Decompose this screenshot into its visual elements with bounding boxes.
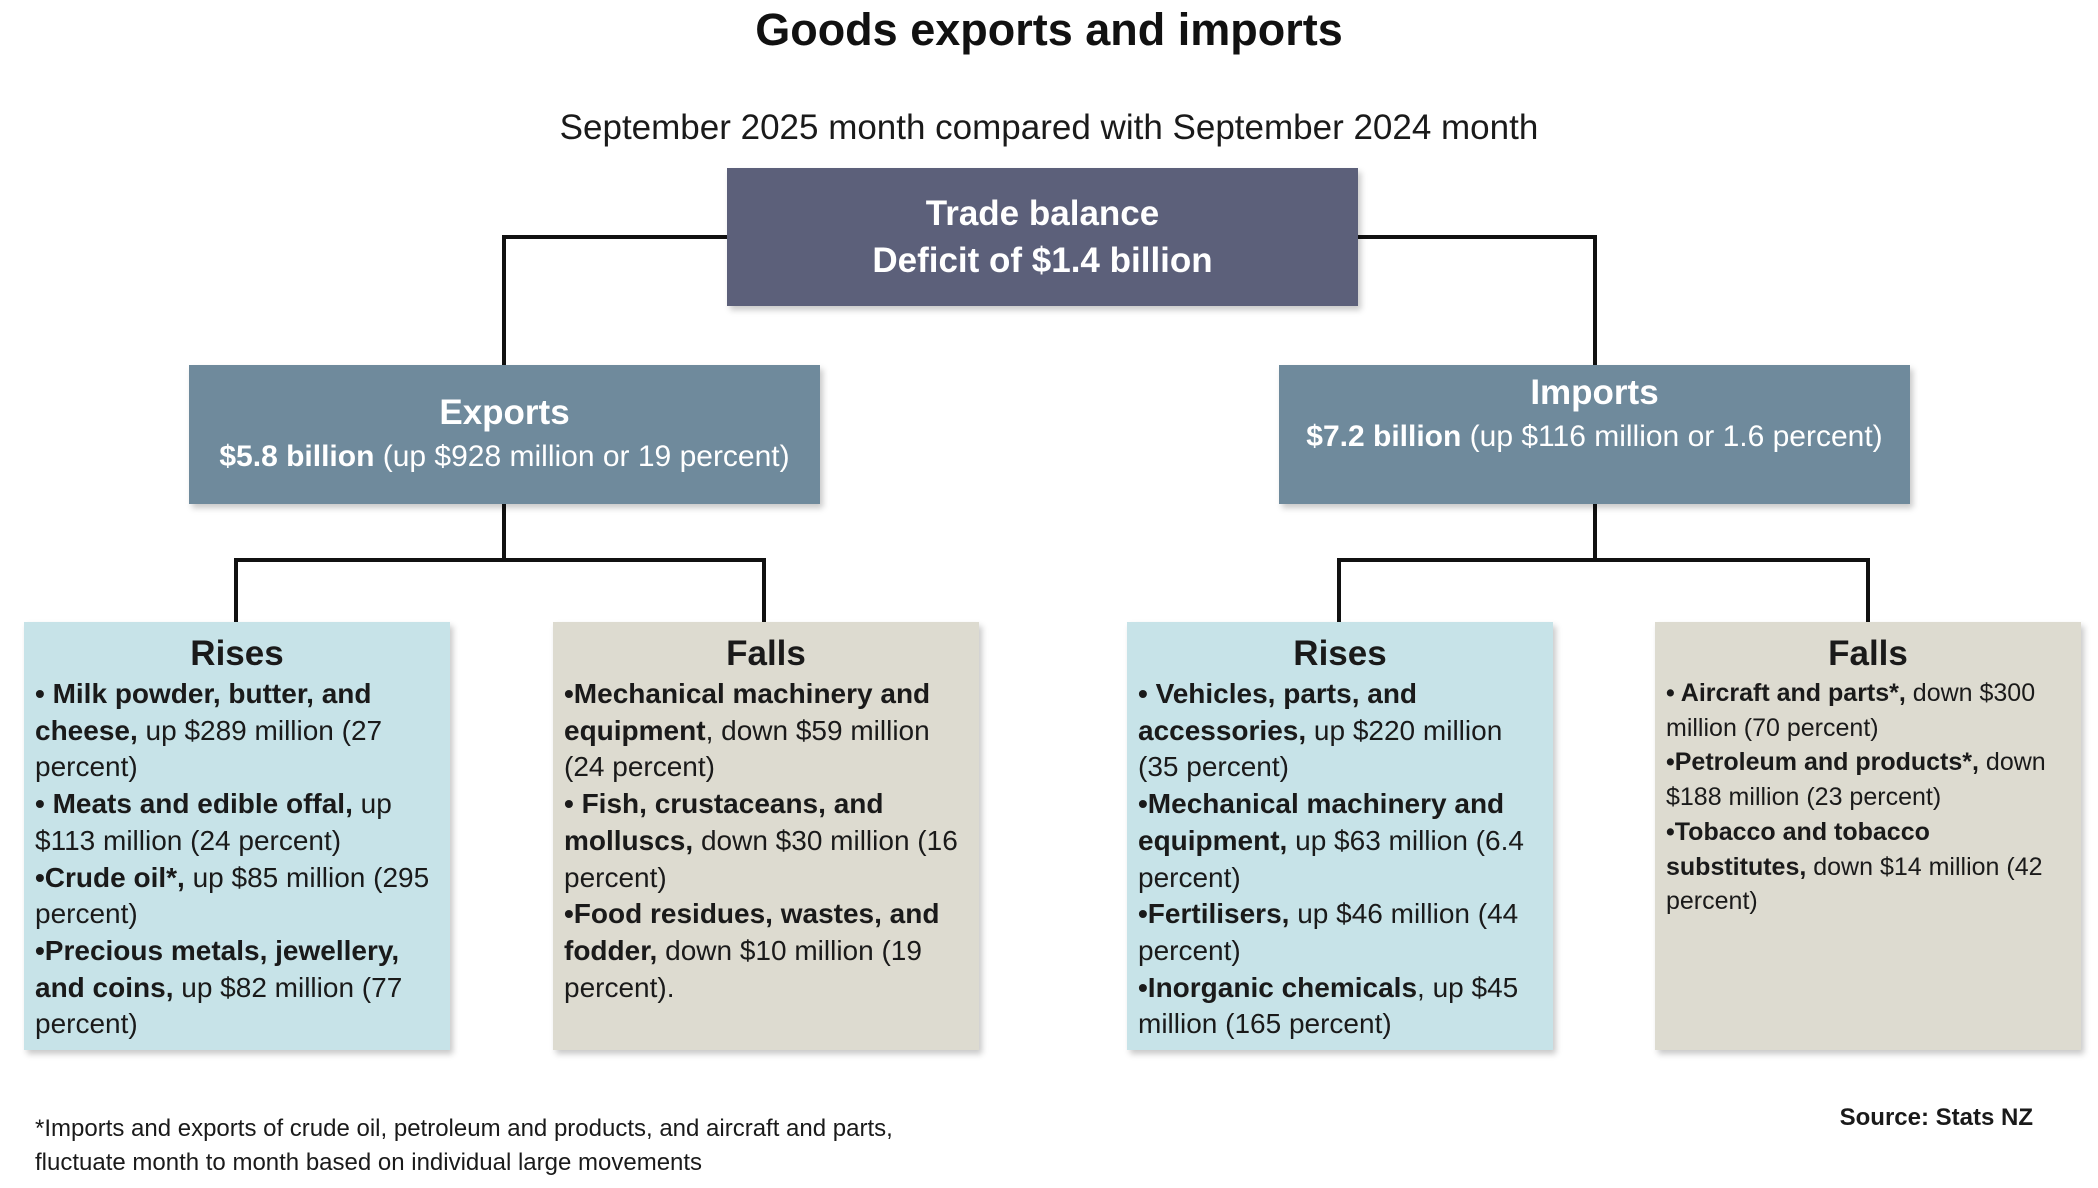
connector-exports-rises [234, 504, 506, 622]
imports-rises-heading: Rises [1293, 634, 1387, 673]
exports-amount: $5.8 billion [219, 440, 375, 473]
exports-rises-heading: Rises [190, 634, 284, 673]
imports-heading: Imports [1530, 373, 1659, 412]
item-detail: , down $59 million (24 percent) [564, 714, 930, 783]
list-item: • Milk powder, butter, and cheese, up $2… [35, 676, 439, 786]
list-item: •Crude oil*, up $85 million (295 percent… [35, 860, 439, 933]
list-item: • Aircraft and parts*, down $300 million… [1666, 676, 2070, 745]
item-name: • Vehicles, parts, and accessories, [1138, 678, 1418, 746]
list-item: • Fish, crustaceans, and molluscs, down … [564, 786, 968, 896]
imports-amount: $7.2 billion [1306, 420, 1462, 453]
imports-change: (up $116 million or 1.6 percent) [1461, 420, 1883, 453]
item-name: •Inorganic chemicals [1138, 971, 1418, 1003]
exports-heading: Exports [439, 393, 570, 432]
item-name: •Petroleum and products*, [1666, 748, 1979, 777]
item-detail: down $10 million (19 percent). [564, 934, 922, 1003]
list-item: •Inorganic chemicals, up $45 million (16… [1138, 970, 1542, 1043]
list-item: • Meats and edible offal, up $113 millio… [35, 786, 439, 859]
item-detail: , up $45 million (165 percent) [1138, 971, 1519, 1040]
footnote-line-1: *Imports and exports of crude oil, petro… [35, 1115, 893, 1142]
trade-balance-box: Trade balance Deficit of $1.4 billion [727, 168, 1358, 306]
list-item: •Petroleum and products*, down $188 mill… [1666, 745, 2070, 814]
trade-balance-value: Deficit of $1.4 billion [872, 241, 1213, 280]
item-name: • Fish, crustaceans, and molluscs, [564, 788, 884, 856]
imports-box: Imports $7.2 billion (up $116 million or… [1279, 365, 1910, 504]
exports-box: Exports $5.8 billion (up $928 million or… [189, 365, 820, 504]
item-name: •Mechanical machinery and equipment, [1138, 788, 1505, 856]
list-item: •Food residues, wastes, and fodder, down… [564, 896, 968, 1006]
exports-falls-heading: Falls [726, 634, 806, 673]
connector-balance-imports [1358, 235, 1597, 365]
exports-rises-box: Rises • Milk powder, butter, and cheese,… [24, 622, 450, 1050]
item-detail: up $289 million (27 percent) [35, 714, 383, 783]
imports-summary: $7.2 billion (up $116 million or 1.6 per… [1279, 416, 1910, 458]
item-detail: down $300 million (70 percent) [1666, 679, 2036, 742]
exports-change: (up $928 million or 19 percent) [374, 440, 790, 473]
item-name: • Aircraft and parts*, [1666, 679, 1906, 707]
page-title: Goods exports and imports [755, 4, 1343, 55]
connector-exports-falls [504, 558, 766, 622]
footnote-line-2: fluctuate month to month based on indivi… [35, 1149, 703, 1176]
item-name: •Mechanical machinery and equipment [564, 678, 931, 746]
imports-falls-box: Falls • Aircraft and parts*, down $300 m… [1655, 622, 2081, 1050]
item-name: • Milk powder, butter, and cheese, [35, 678, 372, 746]
imports-falls-heading: Falls [1828, 634, 1908, 673]
item-detail: down $14 million (42 percent) [1666, 852, 2043, 916]
item-detail: up $46 million (44 percent) [1138, 898, 1519, 966]
item-name: •Crude oil*, [35, 861, 185, 893]
list-item: •Mechanical machinery and equipment, up … [1138, 786, 1542, 896]
footnote: *Imports and exports of crude oil, petro… [35, 1112, 893, 1180]
item-name: •Precious metals, jewellery, and coins, [35, 934, 400, 1003]
item-name: •Fertilisers, [1138, 898, 1290, 930]
list-item: •Tobacco and tobacco substitutes, down $… [1666, 815, 2070, 919]
item-name: •Food residues, wastes, and fodder, [564, 898, 940, 966]
item-detail: up $220 million (35 percent) [1138, 714, 1503, 783]
connector-imports-falls [1595, 558, 1870, 622]
exports-falls-box: Falls •Mechanical machinery and equipmen… [553, 622, 979, 1050]
list-item: •Fertilisers, up $46 million (44 percent… [1138, 896, 1542, 969]
exports-summary: $5.8 billion (up $928 million or 19 perc… [189, 436, 820, 478]
item-name: • Meats and edible offal, [35, 788, 353, 820]
item-detail: down $30 million (16 percent) [564, 824, 958, 893]
trade-balance-heading: Trade balance [925, 194, 1160, 233]
list-item: •Precious metals, jewellery, and coins, … [35, 933, 439, 1043]
list-item: •Mechanical machinery and equipment, dow… [564, 676, 968, 786]
connector-balance-exports [502, 235, 727, 365]
imports-rises-box: Rises • Vehicles, parts, and accessories… [1127, 622, 1553, 1050]
source-credit: Source: Stats NZ [1839, 1104, 2033, 1131]
item-name: •Tobacco and tobacco substitutes, [1666, 817, 1930, 881]
list-item: • Vehicles, parts, and accessories, up $… [1138, 676, 1542, 786]
connector-imports-rises [1337, 504, 1597, 622]
item-detail: down $188 million (23 percent) [1666, 748, 2046, 812]
item-detail: up $63 million (6.4 percent) [1138, 824, 1524, 893]
item-detail: up $113 million (24 percent) [35, 788, 392, 856]
item-detail: up $82 million (77 percent) [35, 971, 403, 1040]
page-subtitle: September 2025 month compared with Septe… [559, 108, 1539, 147]
item-detail: up $85 million (295 percent) [35, 861, 430, 930]
